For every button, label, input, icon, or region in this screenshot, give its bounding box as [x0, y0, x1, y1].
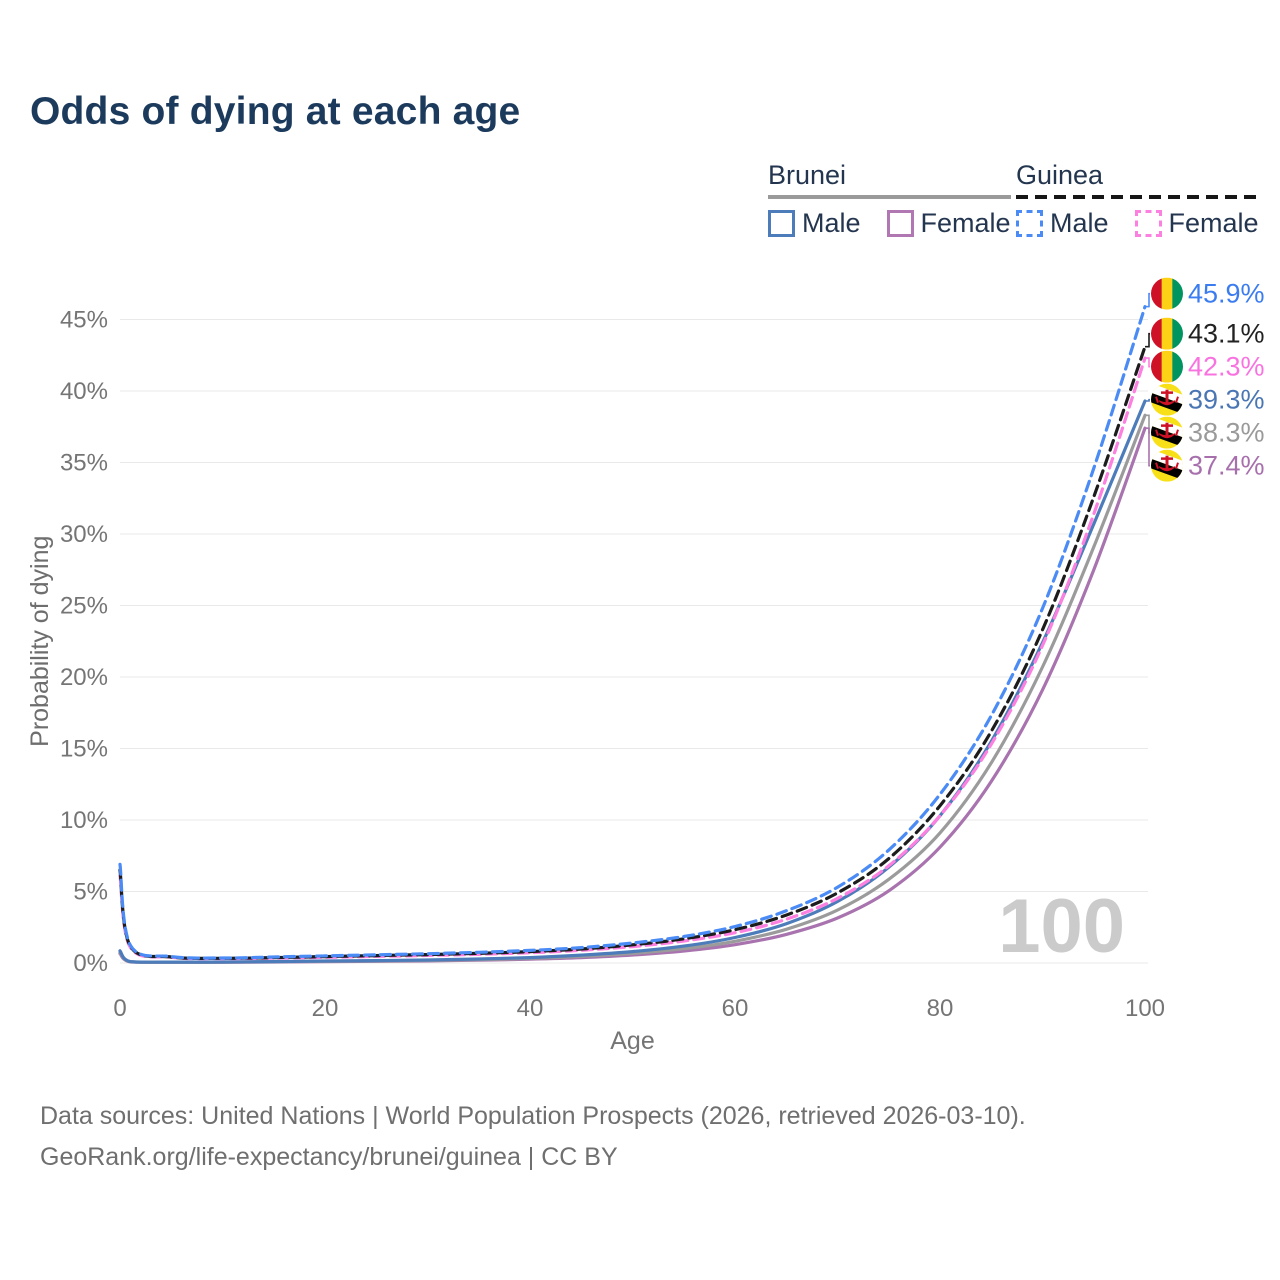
footer-url: GeoRank.org/life-expectancy/brunei/guine…	[40, 1143, 618, 1171]
y-tick-label: 10%	[60, 807, 108, 834]
end-annotation-guinea-female[interactable]: 42.3%	[1145, 350, 1265, 383]
end-label-connector	[1145, 332, 1150, 348]
end-annotation-brunei-total[interactable]: 38.3%	[1145, 414, 1265, 449]
series-line-guinea-total[interactable]	[118, 345, 1147, 960]
x-axis-title: Age	[610, 1027, 654, 1055]
legend-label-guinea-female: Female	[1168, 208, 1259, 238]
legend-country-brunei: Brunei	[768, 160, 847, 190]
end-value-label: 39.3%	[1188, 385, 1265, 415]
end-annotation-brunei-male[interactable]: 39.3%	[1145, 383, 1265, 416]
series-line-brunei-male[interactable]	[118, 399, 1147, 964]
flag-icon-guinea	[1151, 317, 1183, 350]
series-line-guinea-male[interactable]	[118, 305, 1147, 960]
flag-icon-guinea	[1151, 277, 1183, 310]
end-value-label: 38.3%	[1188, 418, 1265, 448]
end-value-label: 45.9%	[1188, 279, 1265, 309]
legend-group-brunei: Brunei Male Female	[768, 160, 1011, 239]
end-annotation-guinea-male[interactable]: 45.9%	[1145, 277, 1265, 310]
x-tick-label: 40	[517, 995, 544, 1022]
series-line-brunei-total[interactable]	[118, 413, 1147, 964]
y-tick-label: 45%	[60, 307, 108, 334]
x-tick-label: 60	[722, 995, 749, 1022]
y-tick-label: 30%	[60, 521, 108, 548]
series-line-brunei-female[interactable]	[118, 426, 1147, 964]
page-title: Odds of dying at each age	[30, 90, 521, 133]
footer-attribution: Data sources: United Nations | World Pop…	[40, 1096, 1026, 1178]
end-label-connector	[1145, 427, 1150, 467]
legend-item-brunei-female[interactable]: Female	[886, 208, 1011, 239]
x-tick-label: 0	[113, 995, 126, 1022]
legend-swatch-brunei-male	[768, 210, 795, 237]
series-line-guinea-female[interactable]	[118, 356, 1147, 961]
y-tick-label: 40%	[60, 378, 108, 405]
footer-data-sources: Data sources: United Nations | World Pop…	[40, 1102, 1026, 1130]
legend-group-guinea: Guinea Male Female	[1016, 160, 1259, 239]
flag-icon-guinea	[1151, 350, 1183, 383]
end-value-label: 37.4%	[1188, 451, 1265, 481]
y-tick-label: 0%	[73, 950, 108, 977]
y-tick-label: 15%	[60, 736, 108, 763]
x-tick-label: 20	[312, 995, 339, 1022]
legend-swatch-brunei-female	[886, 210, 914, 237]
legend-swatch-guinea-female	[1134, 210, 1162, 237]
legend-item-guinea-male[interactable]: Male	[1016, 208, 1109, 239]
end-value-label: 43.1%	[1188, 319, 1265, 349]
end-label-connector	[1145, 357, 1150, 368]
flag-icon-brunei	[1151, 416, 1183, 449]
legend-swatch-guinea-male	[1016, 210, 1043, 237]
hovered-age-watermark: 100	[998, 884, 1125, 969]
legend-line-sample-brunei	[768, 195, 1011, 199]
flag-icon-brunei	[1151, 449, 1183, 482]
legend-label-brunei-female: Female	[920, 208, 1011, 238]
legend-label-brunei-male: Male	[802, 208, 861, 238]
y-tick-label: 35%	[60, 450, 108, 477]
legend-country-guinea: Guinea	[1016, 160, 1104, 190]
end-value-label: 42.3%	[1188, 352, 1265, 382]
end-annotation-brunei-female[interactable]: 37.4%	[1145, 427, 1265, 482]
x-tick-label: 80	[927, 995, 954, 1022]
legend-line-sample-guinea	[1016, 195, 1259, 199]
y-tick-label: 20%	[60, 664, 108, 691]
legend-item-brunei-male[interactable]: Male	[768, 208, 861, 239]
end-annotation-guinea-total[interactable]: 43.1%	[1145, 317, 1265, 350]
y-tick-label: 5%	[73, 879, 108, 906]
legend-label-guinea-male: Male	[1050, 208, 1109, 238]
end-label-connector	[1145, 292, 1150, 308]
x-tick-label: 100	[1125, 995, 1165, 1022]
flag-icon-brunei	[1151, 383, 1183, 416]
y-axis-title: Probability of dying	[26, 536, 54, 747]
y-tick-label: 25%	[60, 593, 108, 620]
end-label-connector	[1145, 398, 1150, 402]
legend-item-guinea-female[interactable]: Female	[1134, 208, 1259, 239]
